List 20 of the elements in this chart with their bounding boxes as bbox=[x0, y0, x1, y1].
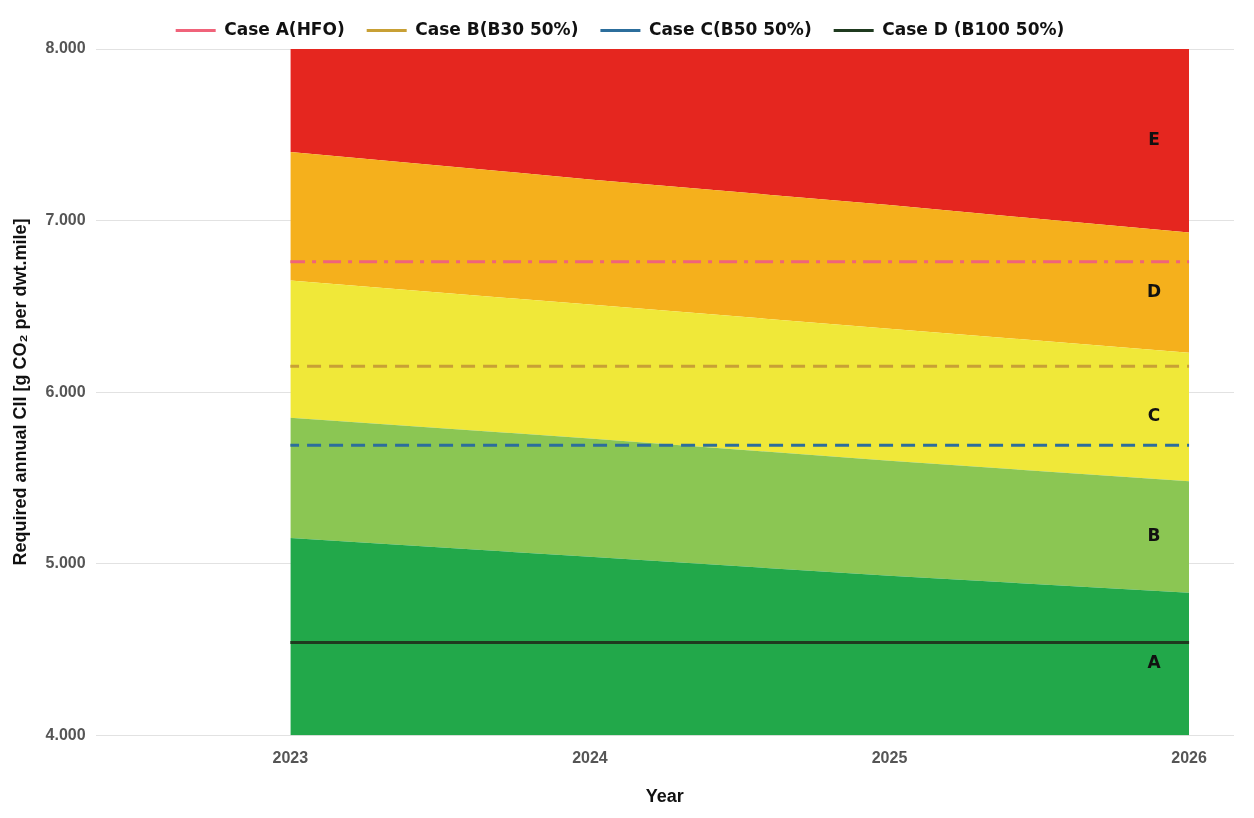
legend-label: Case A(HFO) bbox=[224, 18, 345, 39]
legend-label: Case C(B50 50%) bbox=[648, 18, 812, 39]
series-label: B bbox=[1147, 525, 1161, 546]
series-label: E bbox=[1148, 129, 1160, 150]
y-tick-label: 4.000 bbox=[45, 725, 86, 743]
legend-label: Case B(B30 50%) bbox=[415, 18, 579, 39]
y-tick-label: 8.000 bbox=[45, 39, 86, 57]
series-label: D bbox=[1147, 281, 1162, 302]
legend-label: Case D (B100 50%) bbox=[882, 18, 1065, 39]
y-tick-label: 5.000 bbox=[45, 554, 86, 572]
x-axis-title: Year bbox=[645, 786, 684, 807]
y-axis-title: Required annual CII [g CO₂ per dwt.mile] bbox=[9, 218, 30, 566]
series-label: A bbox=[1147, 652, 1162, 673]
x-tick-label: 2023 bbox=[272, 749, 309, 767]
series-label: C bbox=[1147, 405, 1161, 426]
x-tick-label: 2026 bbox=[1171, 749, 1207, 767]
y-tick-label: 6.000 bbox=[45, 382, 86, 400]
x-tick-label: 2024 bbox=[572, 749, 608, 767]
y-tick-label: 7.000 bbox=[45, 210, 86, 228]
x-tick-label: 2025 bbox=[871, 749, 908, 767]
